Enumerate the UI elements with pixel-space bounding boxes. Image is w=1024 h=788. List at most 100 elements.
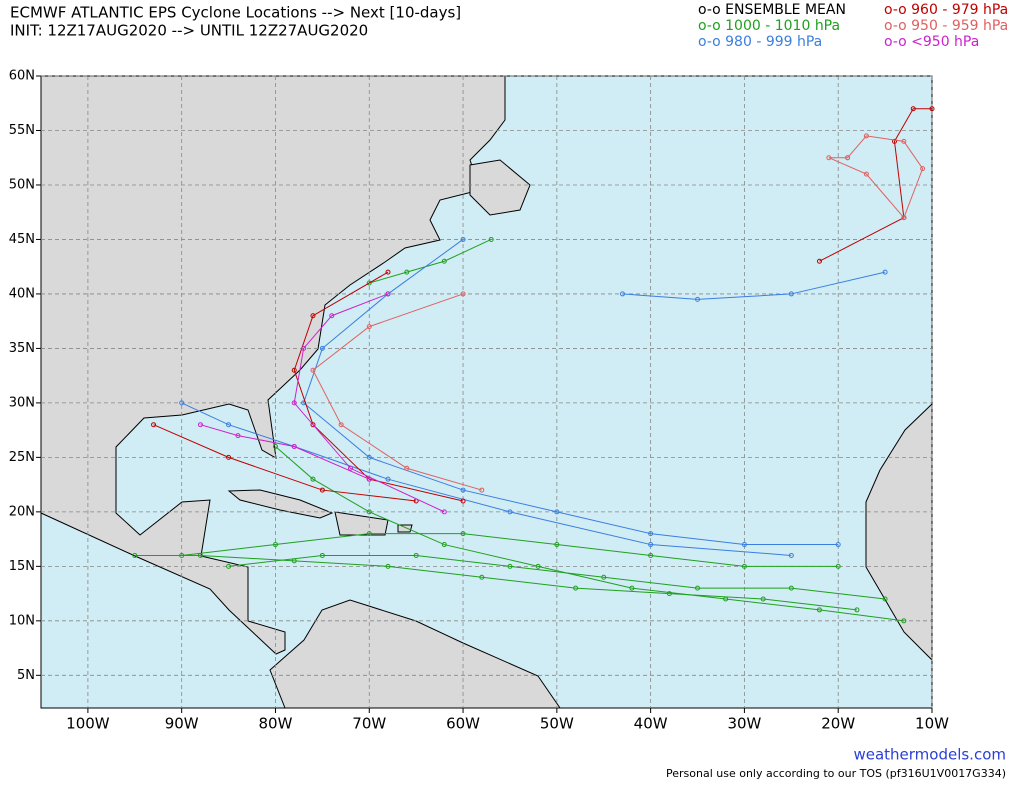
track-point <box>291 558 297 564</box>
track-point <box>319 552 325 558</box>
legend-entry: o-o 960 - 979 hPa <box>884 2 1008 18</box>
track-point <box>854 607 860 613</box>
legend: o-o ENSEMBLE MEAN o-o 960 - 979 hPa o-o 10… <box>698 2 1008 50</box>
track-point <box>816 258 822 264</box>
track-point <box>301 345 307 351</box>
track-point <box>404 269 410 275</box>
track-point <box>404 465 410 471</box>
lat-label: 25N <box>9 450 35 465</box>
lon-label: 70W <box>352 715 386 733</box>
track-point <box>920 166 926 172</box>
lon-label: 40W <box>634 715 668 733</box>
lat-label: 50N <box>9 177 35 192</box>
track-point <box>310 367 316 373</box>
track-point <box>366 509 372 515</box>
lat-label: 5N <box>17 668 35 683</box>
track-point <box>291 367 297 373</box>
track-point <box>648 542 654 548</box>
track-point <box>348 465 354 471</box>
track-point <box>385 269 391 275</box>
track-point <box>385 563 391 569</box>
footer-note: Personal use only according to our TOS (… <box>666 767 1006 780</box>
track-point <box>507 509 513 515</box>
track-line <box>293 271 464 502</box>
track-point <box>845 155 851 161</box>
track-point <box>901 215 907 221</box>
track-point <box>629 585 635 591</box>
track-point <box>179 400 185 406</box>
track-point <box>272 443 278 449</box>
track-line <box>181 533 839 567</box>
track-line <box>275 446 904 622</box>
lat-label: 60N <box>9 69 35 84</box>
track-point <box>835 542 841 548</box>
lon-label: 100W <box>66 715 110 733</box>
track-line <box>819 108 932 262</box>
track-line <box>828 135 924 219</box>
track-point <box>385 291 391 297</box>
lat-label: 20N <box>9 504 35 519</box>
track-point <box>507 563 513 569</box>
land <box>40 75 933 709</box>
track-point <box>366 280 372 286</box>
track-point <box>695 585 701 591</box>
track-point <box>319 487 325 493</box>
track-point <box>901 618 907 624</box>
title: ECMWF ATLANTIC EPS Cyclone Locations -->… <box>10 4 461 22</box>
legend-entry: o-o ENSEMBLE MEAN <box>698 2 846 18</box>
lon-label: 30W <box>727 715 761 733</box>
track-point <box>460 487 466 493</box>
track-point <box>132 552 138 558</box>
track-point <box>460 291 466 297</box>
track-point <box>460 236 466 242</box>
legend-entry: o-o 950 - 959 hPa <box>884 18 1008 34</box>
track-point <box>291 400 297 406</box>
lon-label: 20W <box>821 715 855 733</box>
lat-label: 10N <box>9 613 35 628</box>
track-point <box>310 313 316 319</box>
track-point <box>929 106 935 112</box>
lat-label: 35N <box>9 341 35 356</box>
track-point <box>319 345 325 351</box>
track-point <box>366 476 372 482</box>
track-point <box>648 531 654 537</box>
subtitle: INIT: 12Z17AUG2020 --> UNTIL 12Z27AUG202… <box>10 22 368 40</box>
track-point <box>413 552 419 558</box>
track-point <box>272 542 278 548</box>
track-line <box>181 402 792 556</box>
track-point <box>788 291 794 297</box>
track-point <box>488 236 494 242</box>
track-point <box>835 563 841 569</box>
track-line <box>622 271 886 300</box>
track-point <box>366 531 372 537</box>
track-point <box>479 487 485 493</box>
track-point <box>554 542 560 548</box>
lon-label: 60W <box>446 715 480 733</box>
track-point <box>826 155 832 161</box>
tracks <box>132 106 935 624</box>
track-point <box>648 552 654 558</box>
track-point <box>788 552 794 558</box>
track-point <box>385 476 391 482</box>
track-point <box>338 422 344 428</box>
track-line <box>153 424 417 502</box>
lat-label: 45N <box>9 232 35 247</box>
track-point <box>460 531 466 537</box>
track-point <box>573 585 579 591</box>
legend-entry: o-o 980 - 999 hPa <box>698 34 822 50</box>
track-point <box>666 591 672 597</box>
track-point <box>329 313 335 319</box>
track-line <box>134 554 858 611</box>
track-point <box>179 552 185 558</box>
track-line <box>293 293 445 513</box>
track-point <box>788 585 794 591</box>
track-point <box>479 574 485 580</box>
track-point <box>891 138 897 144</box>
track-point <box>441 542 447 548</box>
legend-entry: o-o 1000 - 1010 hPa <box>698 18 840 34</box>
track-line <box>312 293 482 491</box>
track-point <box>816 607 822 613</box>
track-point <box>310 476 316 482</box>
track-point <box>882 596 888 602</box>
